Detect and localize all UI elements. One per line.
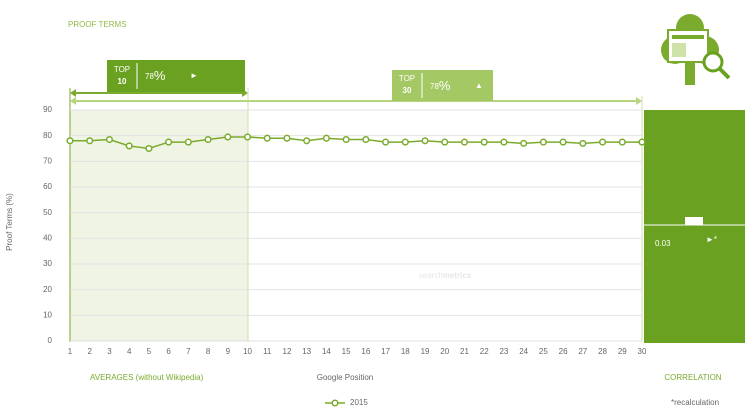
data-point	[421, 137, 429, 145]
y-tick-label: 10	[43, 310, 52, 319]
y-tick-label: 30	[43, 259, 52, 268]
y-tick-label: 0	[48, 336, 53, 345]
x-tick-label: 10	[243, 347, 252, 356]
x-tick-label: 16	[361, 347, 370, 356]
badge-rank: 30	[403, 86, 412, 95]
data-point	[105, 135, 113, 144]
icon	[661, 14, 731, 85]
x-tick-label: 27	[578, 347, 587, 356]
x-tick-label: 4	[127, 347, 132, 356]
x-tick-label: 30	[638, 347, 647, 356]
y-tick-label: 90	[43, 105, 52, 114]
data-point	[263, 134, 271, 142]
data-point	[579, 139, 587, 147]
data-point	[125, 142, 133, 150]
y-tick-label: 20	[43, 285, 52, 294]
data-point	[165, 138, 173, 146]
correlation-value: 0.03	[655, 239, 671, 248]
x-tick-label: 19	[421, 347, 430, 356]
x-tick-label: 2	[87, 347, 92, 356]
data-point	[520, 139, 528, 147]
badge-arrow: ►	[190, 71, 198, 80]
x-tick-label: 3	[107, 347, 112, 356]
data-point	[283, 134, 291, 142]
x-tick-label: 1	[68, 347, 73, 356]
x-tick-label: 8	[206, 347, 211, 356]
data-point	[500, 138, 508, 146]
x-tick-label: 18	[401, 347, 410, 356]
data-point	[382, 138, 390, 146]
y-tick-label: 40	[43, 233, 52, 242]
x-tick-label: 9	[226, 347, 231, 356]
data-point	[184, 138, 192, 146]
legend-marker	[331, 399, 339, 407]
y-tick-label: 60	[43, 182, 52, 191]
data-point	[362, 135, 370, 144]
correlation-panel	[644, 110, 745, 343]
data-point	[638, 138, 646, 146]
data-point	[66, 137, 74, 145]
correlation-label: CORRELATION	[664, 373, 721, 382]
chart-title: PROOF TERMS	[68, 20, 127, 29]
data-point	[86, 137, 94, 145]
badge-rank: 10	[118, 77, 127, 86]
data-point	[441, 138, 449, 146]
top10-badge	[107, 60, 245, 92]
data-point	[539, 138, 547, 146]
badge-value: 78%	[430, 78, 451, 93]
badge-value: 78%	[145, 68, 166, 83]
x-tick-label: 26	[559, 347, 568, 356]
y-tick-label: 70	[43, 156, 52, 165]
data-point	[145, 144, 153, 153]
footnote: *recalculation	[671, 398, 719, 407]
y-axis-label: Proof Terms (%)	[5, 193, 14, 251]
averages-label: AVERAGES (without Wikipedia)	[90, 373, 204, 382]
x-tick-label: 24	[519, 347, 528, 356]
x-axis-label: Google Position	[317, 373, 373, 382]
x-tick-label: 5	[147, 347, 152, 356]
data-point	[618, 138, 626, 146]
x-tick-label: 28	[598, 347, 607, 356]
x-tick-label: 13	[302, 347, 311, 356]
data-point	[204, 135, 212, 144]
data-point	[599, 138, 607, 146]
x-tick-label: 22	[480, 347, 489, 356]
x-tick-label: 7	[186, 347, 191, 356]
x-tick-label: 11	[263, 347, 272, 356]
panel-marker	[685, 217, 703, 225]
x-tick-label: 25	[539, 347, 548, 356]
data-point	[401, 138, 409, 146]
y-tick-label: 50	[43, 208, 52, 217]
badge-top: TOP	[399, 74, 415, 83]
x-tick-label: 23	[499, 347, 508, 356]
correlation-arrow: ►*	[706, 235, 717, 244]
data-point	[480, 138, 488, 146]
data-point	[224, 133, 232, 141]
top10-area	[70, 110, 248, 341]
x-tick-label: 29	[618, 347, 627, 356]
legend-label: 2015	[350, 398, 368, 407]
badge-arrow: ▲	[475, 81, 483, 90]
x-tick-label: 12	[283, 347, 292, 356]
data-point	[342, 135, 350, 144]
x-tick-label: 20	[440, 347, 449, 356]
data-point	[243, 133, 252, 141]
data-point	[303, 137, 311, 145]
x-tick-label: 21	[460, 347, 469, 356]
badge-top: TOP	[114, 65, 130, 74]
x-tick-label: 6	[166, 347, 171, 356]
x-tick-label: 17	[381, 347, 390, 356]
data-point	[322, 134, 330, 142]
data-point	[559, 138, 567, 146]
y-tick-label: 80	[43, 131, 52, 140]
range-arrows	[69, 88, 643, 342]
data-point	[460, 138, 469, 146]
x-tick-label: 14	[322, 347, 331, 356]
x-tick-label: 15	[342, 347, 351, 356]
top30-badge	[392, 70, 493, 101]
watermark: searchmetrics	[419, 271, 472, 280]
